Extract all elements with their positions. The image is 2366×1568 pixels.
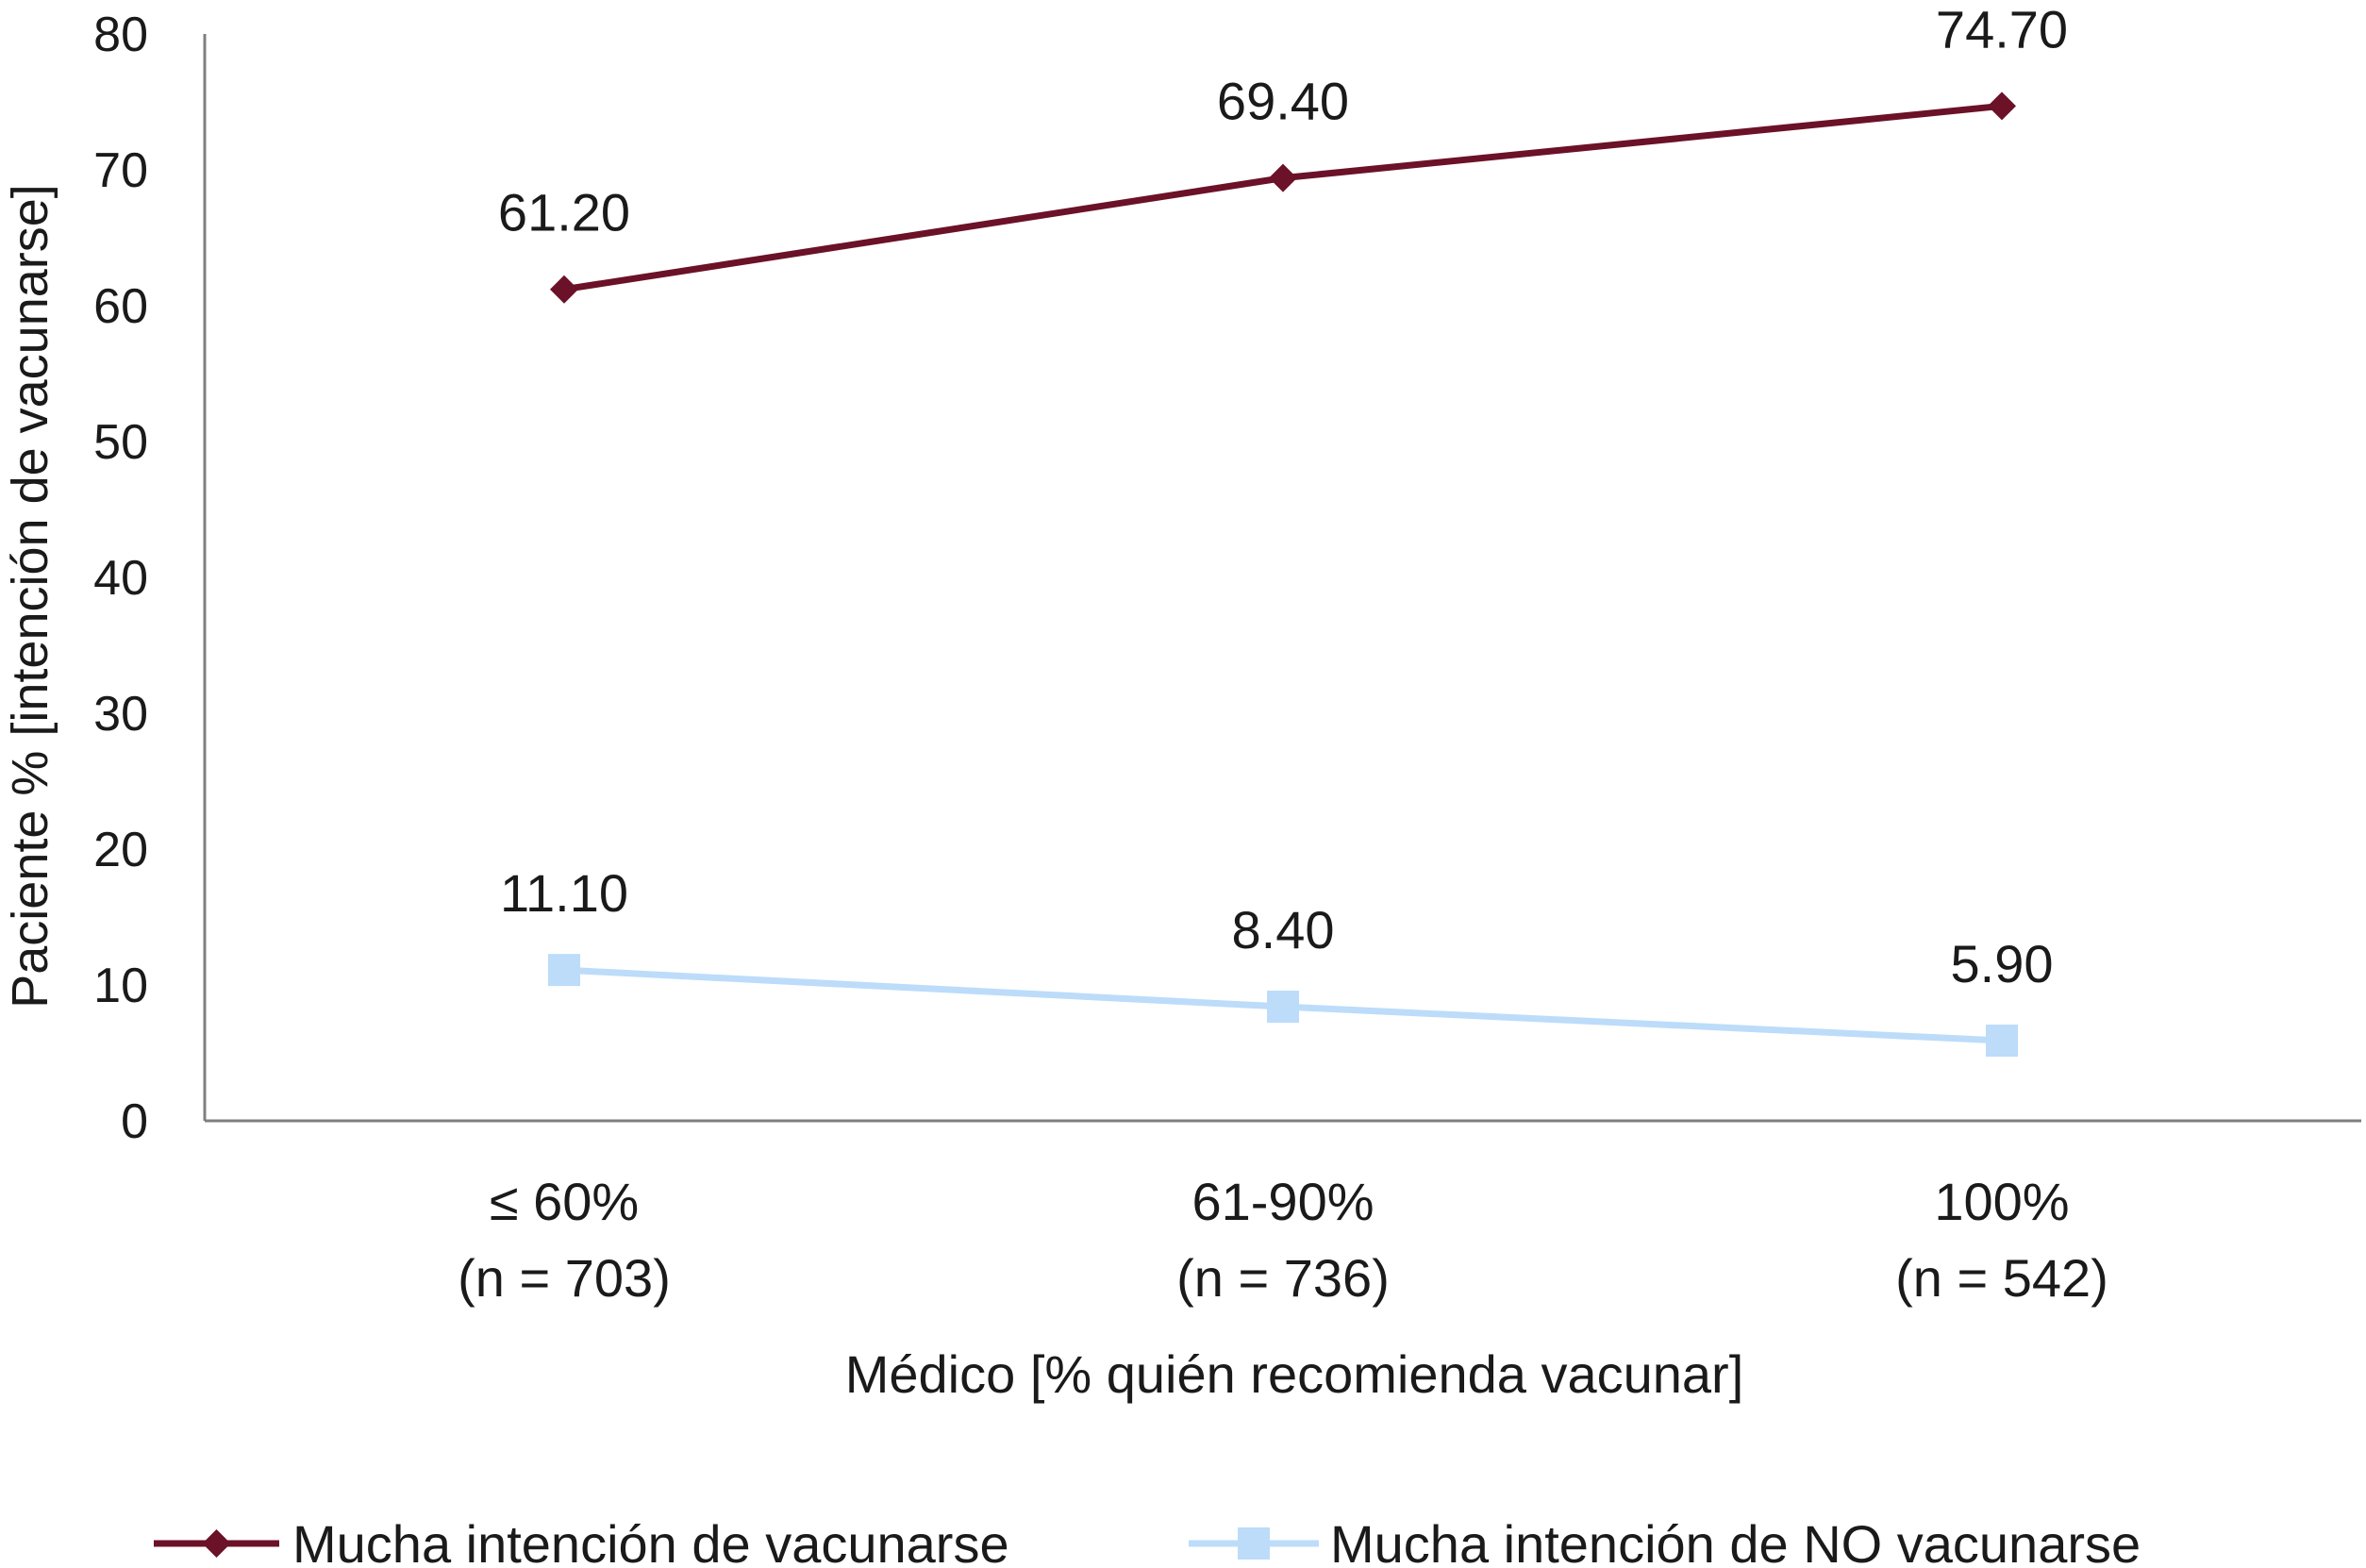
data-label: 61.20 xyxy=(498,183,630,242)
series-2: 11.10 8.40 5.90 xyxy=(500,863,2054,1058)
x-category-label: 100% xyxy=(1934,1172,2069,1231)
series-layer: 61.20 69.40 74.70 11.10 8.40 5.90 xyxy=(498,0,2068,1058)
series-1: 61.20 69.40 74.70 xyxy=(498,0,2068,304)
data-label: 74.70 xyxy=(1936,0,2068,58)
data-label: 11.10 xyxy=(500,863,628,923)
square-marker xyxy=(1267,991,1299,1024)
y-tick-label: 0 xyxy=(121,1094,148,1149)
data-label: 69.40 xyxy=(1217,72,1349,131)
legend-diamond-marker xyxy=(202,1529,231,1558)
y-tick-label: 10 xyxy=(93,959,148,1013)
y-tick-label: 60 xyxy=(93,279,148,334)
x-category-labels: ≤ 60% (n = 703) 61-90% (n = 736) 100% (n = 54… xyxy=(458,1172,2108,1308)
legend-label: Mucha intención de NO vacunarse xyxy=(1330,1514,2141,1568)
x-category-count-label: (n = 703) xyxy=(458,1248,671,1308)
legend-label: Mucha intención de vacunarse xyxy=(292,1514,1009,1568)
data-label: 5.90 xyxy=(1951,934,2054,993)
y-tick-label: 20 xyxy=(93,823,148,877)
y-tick-label: 70 xyxy=(93,143,148,198)
series-line xyxy=(560,102,2006,293)
legend-item-2: Mucha intención de NO vacunarse xyxy=(1189,1514,2141,1568)
legend-item-1: Mucha intención de vacunarse xyxy=(154,1514,1009,1568)
x-category-label: 61-90% xyxy=(1191,1172,1374,1231)
y-tick-label: 80 xyxy=(93,8,148,62)
diamond-marker xyxy=(550,275,578,304)
square-marker xyxy=(1986,1025,2018,1058)
x-category-count-label: (n = 736) xyxy=(1176,1248,1390,1308)
y-tick-labels: 0 10 20 30 40 50 60 70 80 xyxy=(93,8,148,1149)
x-category-count-label: (n = 542) xyxy=(1895,1248,2108,1308)
y-tick-label: 50 xyxy=(93,415,148,470)
y-tick-label: 30 xyxy=(93,687,148,742)
y-tick-label: 40 xyxy=(93,551,148,606)
legend-square-marker xyxy=(1238,1527,1270,1560)
x-axis-title: Médico [% quién recomienda vacunar] xyxy=(845,1344,1744,1404)
diamond-marker xyxy=(1269,163,1297,192)
legend: Mucha intención de vacunarse Mucha intenc… xyxy=(154,1514,2141,1568)
data-label: 8.40 xyxy=(1232,900,1335,959)
diamond-marker xyxy=(1988,92,2016,121)
y-axis-title: Paciente % [intención de vacunarse] xyxy=(2,184,58,1009)
x-category-label: ≤ 60% xyxy=(490,1172,639,1231)
axes xyxy=(203,34,2361,1123)
square-marker xyxy=(548,954,580,987)
